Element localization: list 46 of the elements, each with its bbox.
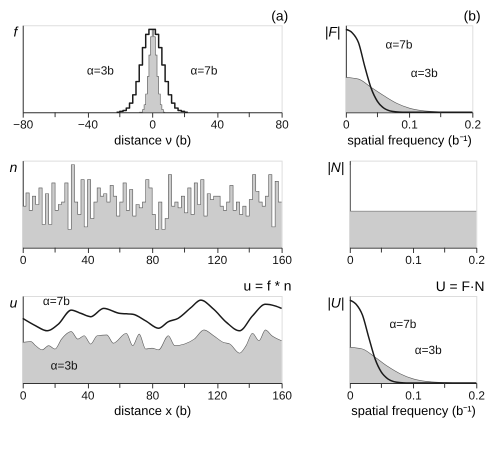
y-axis-title: |F| [324,24,340,41]
y-axis-title: |N| [327,158,344,176]
annotation: α=7b [389,316,417,331]
annotation: α=7b [42,294,70,308]
x-tick-label: 0 [346,252,354,267]
x-tick-label: 80 [146,252,160,267]
x-axis-title: spatial frequency (b⁻¹) [347,132,472,148]
x-tick-label: 120 [208,252,228,267]
x-tick-label: 0 [346,388,354,402]
chart-title: U = F·N [436,278,485,294]
x-tick-label: 0.1 [401,118,418,132]
annotation: α=3b [86,63,114,78]
annotation: α=3b [50,358,78,373]
y-axis-title: n [10,158,18,175]
x-tick-label: 0.2 [464,118,482,132]
x-tick-label: 0.2 [468,388,485,402]
x-axis-title: distance ν (b) [114,132,192,148]
x-tick-label: 40 [81,252,95,267]
annotation: α=7b [385,37,413,52]
x-tick-label: 0 [20,388,27,402]
x-tick-label: 120 [208,388,228,402]
x-tick-label: 0 [20,252,27,267]
x-tick-label: 0 [149,118,156,132]
x-tick-label: 80 [276,118,290,132]
x-tick-label: 0.2 [468,252,485,267]
x-tick-label: 0.1 [405,388,422,402]
y-axis-title: u [10,294,18,310]
annotation: α=7b [190,63,218,78]
x-tick-label: 80 [146,388,160,402]
x-tick-label: −80 [13,118,34,132]
x-tick-label: 0.1 [405,252,422,267]
annotation: α=3b [414,342,442,357]
x-tick-label: 160 [272,388,292,402]
x-axis-title: spatial frequency (b⁻¹) [351,403,476,418]
chart-title: u = f * n [243,277,292,294]
chart-title: (b) [464,7,481,24]
y-axis-title: |U| [327,294,344,312]
x-tick-label: 40 [210,118,224,132]
x-tick-label: 0 [343,118,350,132]
chart-title: (a) [271,7,288,24]
x-tick-label: 40 [81,388,95,402]
y-axis-title: f [13,24,20,40]
x-axis-title: distance x (b) [114,403,192,418]
x-tick-label: 160 [272,252,292,267]
annotation: α=3b [410,66,438,80]
x-tick-label: −40 [78,118,98,132]
